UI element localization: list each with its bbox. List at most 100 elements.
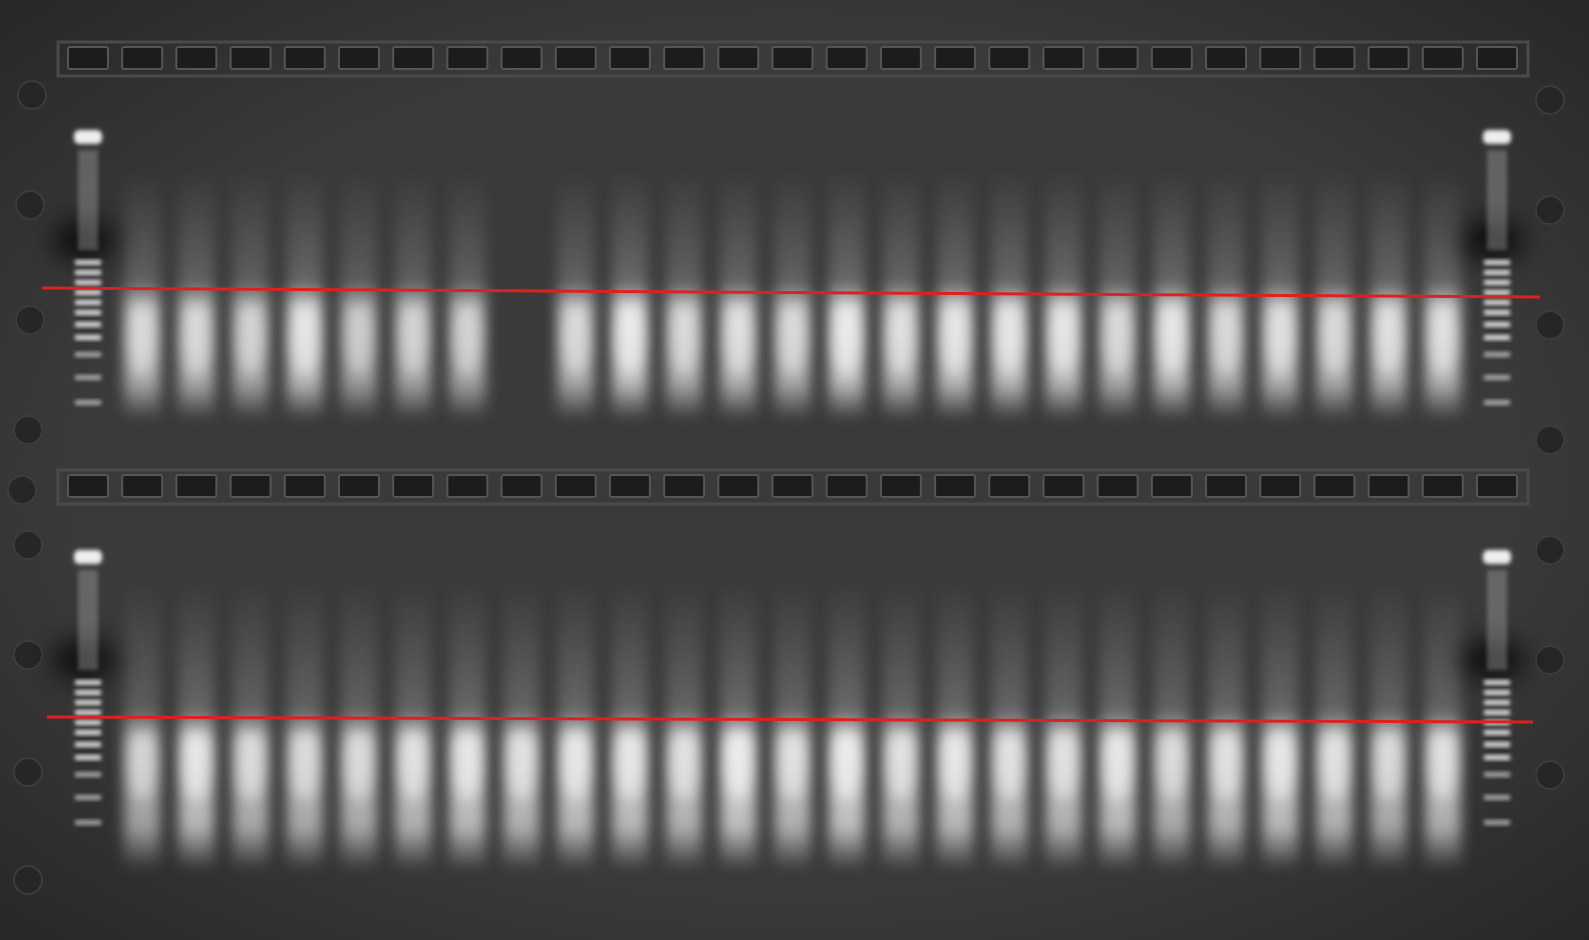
lane-smear xyxy=(829,170,865,420)
well xyxy=(176,475,216,497)
well xyxy=(1260,47,1300,69)
lane-band xyxy=(183,305,209,375)
well xyxy=(989,475,1029,497)
lane-smear xyxy=(1100,580,1136,870)
lane-smear xyxy=(720,580,756,870)
well xyxy=(1152,47,1192,69)
lane-band xyxy=(1430,730,1456,800)
ladder-band xyxy=(1484,352,1510,357)
lane-band xyxy=(996,305,1022,375)
lane-band xyxy=(1105,305,1131,375)
ladder-band xyxy=(1484,755,1510,760)
well xyxy=(502,47,542,69)
lane-smear xyxy=(666,580,702,870)
gel-hole xyxy=(14,531,42,559)
ladder-band xyxy=(75,742,101,747)
lane-smear xyxy=(829,580,865,870)
ladder-band xyxy=(75,700,101,705)
well xyxy=(1314,475,1354,497)
well xyxy=(502,475,542,497)
ladder-band xyxy=(1484,795,1510,800)
ladder-top xyxy=(1483,550,1511,564)
lane-band xyxy=(942,730,968,800)
lane-smear xyxy=(775,580,811,870)
well xyxy=(610,47,650,69)
ladder-band xyxy=(1484,772,1510,777)
well xyxy=(176,47,216,69)
lane-smear xyxy=(558,580,594,870)
lane-smear xyxy=(1045,580,1081,870)
gel-hole xyxy=(14,866,42,894)
well xyxy=(1477,475,1517,497)
ladder-band xyxy=(1484,742,1510,747)
well xyxy=(68,47,108,69)
well xyxy=(664,475,704,497)
well xyxy=(664,47,704,69)
well xyxy=(773,475,813,497)
ladder-band xyxy=(1484,730,1510,735)
well xyxy=(1098,475,1138,497)
lane-band xyxy=(238,305,264,375)
gel-hole xyxy=(14,641,42,669)
ladder-band xyxy=(75,720,101,725)
lane-smear xyxy=(883,170,919,420)
well xyxy=(339,47,379,69)
lane-band xyxy=(1321,305,1347,375)
ladder-band xyxy=(1484,690,1510,695)
lane-smear xyxy=(449,580,485,870)
lane-band xyxy=(346,305,372,375)
lane-band xyxy=(671,730,697,800)
lane-band xyxy=(292,305,318,375)
ladder-band xyxy=(1484,280,1510,285)
lane-smear xyxy=(612,580,648,870)
ladder-band xyxy=(1484,820,1510,825)
lane-smear xyxy=(124,580,160,870)
lane-smear xyxy=(449,170,485,420)
well xyxy=(339,475,379,497)
lane-smear xyxy=(233,580,269,870)
lane-band xyxy=(1321,730,1347,800)
ladder-band xyxy=(75,795,101,800)
ladder-band xyxy=(1484,310,1510,315)
well xyxy=(718,47,758,69)
lane-smear xyxy=(287,170,323,420)
gel-hole xyxy=(1536,646,1564,674)
lane-band xyxy=(725,730,751,800)
well xyxy=(935,475,975,497)
lane-band xyxy=(238,730,264,800)
lane-smear xyxy=(991,580,1027,870)
well xyxy=(285,475,325,497)
ladder-band xyxy=(75,730,101,735)
ladder-band xyxy=(75,772,101,777)
well xyxy=(231,47,271,69)
ladder-band xyxy=(1484,400,1510,405)
ladder-band xyxy=(1484,260,1510,265)
lane-band xyxy=(888,730,914,800)
well xyxy=(1206,475,1246,497)
gel-hole xyxy=(1536,761,1564,789)
lane-band xyxy=(454,305,480,375)
ladder-band xyxy=(75,335,101,340)
lane-smear xyxy=(504,580,540,870)
well xyxy=(447,475,487,497)
lane-band xyxy=(1267,305,1293,375)
ladder-smear xyxy=(78,570,98,670)
ladder-smear xyxy=(1487,570,1507,670)
lane-band xyxy=(1213,305,1239,375)
ladder-band xyxy=(75,260,101,265)
gel-hole xyxy=(1536,536,1564,564)
well xyxy=(1206,47,1246,69)
ladder-band xyxy=(75,352,101,357)
lane-smear xyxy=(1425,580,1461,870)
ladder-band xyxy=(1484,375,1510,380)
lane-band xyxy=(725,305,751,375)
well xyxy=(556,47,596,69)
well xyxy=(1477,47,1517,69)
lane-band xyxy=(780,730,806,800)
lane-band xyxy=(1376,305,1402,375)
gel-hole xyxy=(16,191,44,219)
well xyxy=(122,475,162,497)
lane-smear xyxy=(720,170,756,420)
ladder-top xyxy=(1483,130,1511,144)
well xyxy=(773,47,813,69)
